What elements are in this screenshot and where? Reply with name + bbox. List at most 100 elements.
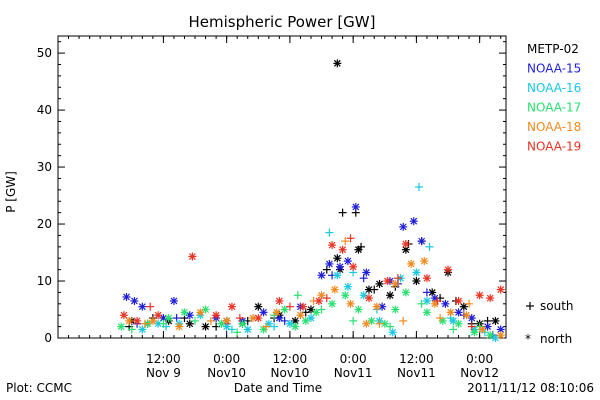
series-noaa-18-south-point [140, 319, 149, 328]
series-noaa-18-north-point [478, 325, 487, 334]
series-noaa-18-north-point [346, 299, 355, 308]
series-noaa-19-north-point [133, 316, 142, 325]
series-noaa-18-north-point [296, 311, 305, 320]
series-noaa-17-north-point [117, 322, 126, 331]
x-tick-label-time: 12:00 [399, 352, 434, 366]
series-noaa-16-north-point [359, 291, 368, 300]
series-noaa-17-south-point [191, 316, 200, 325]
series-noaa-19-north-point [422, 274, 431, 283]
x-tick-label-date: Nov 9 [146, 366, 181, 380]
series-noaa-15-north-point [138, 302, 147, 311]
series-noaa-19-south-point [393, 274, 402, 283]
y-tick-label: 0 [44, 331, 52, 345]
series-noaa-17-north-point [217, 319, 226, 328]
series-noaa-17-north-point [301, 316, 310, 325]
series-noaa-19-north-point [401, 239, 410, 248]
series-noaa-19-north-point [454, 296, 463, 305]
legend-entry-noaa-15: NOAA-15 [527, 62, 581, 76]
x-tick-label-date: Nov11 [397, 366, 436, 380]
legend: METP-02 NOAA-15 NOAA-16 NOAA-17 NOAA-18 NOAA-… [525, 42, 581, 346]
series-metp-02-south-point [357, 242, 366, 251]
series-noaa-19-north-point [119, 311, 128, 320]
series-noaa-19-south-point [322, 294, 331, 303]
series-noaa-17-south-point [233, 328, 242, 337]
series-noaa-17-north-point [238, 319, 247, 328]
series-noaa-15-north-point [441, 299, 450, 308]
series-noaa-18-south-point [399, 316, 408, 325]
series-noaa-15-north-point [325, 259, 334, 268]
series-noaa-17-north-point [341, 291, 350, 300]
series-metp-02-north-point [386, 291, 395, 300]
series-noaa-16-north-point [138, 325, 147, 334]
footer-timestamp: 2011/11/12 08:10:06 [467, 381, 594, 395]
series-noaa-15-north-point [417, 237, 426, 246]
series-noaa-16-north-point [306, 314, 315, 323]
data-points [117, 59, 505, 342]
series-noaa-19-north-point [349, 262, 358, 271]
series-noaa-15-north-point [185, 311, 194, 320]
series-noaa-19-north-point [383, 277, 392, 286]
series-noaa-18-north-point [272, 308, 281, 317]
series-noaa-17-north-point [486, 331, 495, 340]
series-noaa-15-north-point [343, 257, 352, 266]
series-noaa-19-south-point [146, 302, 155, 311]
series-noaa-19-north-point [328, 241, 337, 250]
series-noaa-18-north-point [125, 316, 134, 325]
y-tick-label: 50 [37, 46, 52, 60]
series-noaa-17-north-point [422, 308, 431, 317]
series-noaa-16-south-point [270, 322, 279, 331]
legend-south-marker [526, 302, 534, 310]
x-tick-label-date: Nov12 [460, 366, 499, 380]
series-noaa-18-south-point [341, 237, 350, 246]
series-noaa-17-north-point [291, 322, 300, 331]
series-noaa-15-north-point [409, 217, 418, 226]
series-noaa-19-north-point [254, 314, 263, 323]
x-tick-label-time: 0:00 [466, 352, 493, 366]
legend-north-marker: * [525, 332, 531, 346]
series-noaa-18-north-point [362, 319, 371, 328]
series-noaa-19-north-point [496, 285, 505, 294]
x-tick-label-time: 12:00 [273, 352, 308, 366]
series-metp-02-north-point [412, 277, 421, 286]
series-noaa-17-north-point [312, 308, 321, 317]
series-noaa-17-north-point [180, 308, 189, 317]
series-noaa-15-north-point [317, 271, 326, 280]
y-tick-label: 20 [37, 217, 52, 231]
series-noaa-19-south-point [467, 322, 476, 331]
series-noaa-18-north-point [407, 259, 416, 268]
footer-plot-credit: Plot: CCMC [6, 381, 72, 395]
series-metp-02-north-point [459, 302, 468, 311]
series-noaa-19-north-point [299, 302, 308, 311]
series-noaa-19-north-point [364, 294, 373, 303]
x-tick-label-time: 0:00 [340, 352, 367, 366]
series-metp-02-south-point [338, 208, 347, 217]
series-noaa-16-south-point [425, 242, 434, 251]
series-noaa-15-north-point [399, 222, 408, 231]
x-axis-label: Date and Time [234, 381, 322, 395]
series-noaa-15-north-point [122, 292, 131, 301]
series-noaa-19-north-point [475, 291, 484, 300]
x-tick-label-date: Nov10 [207, 366, 246, 380]
series-noaa-17-south-point [127, 325, 136, 334]
series-noaa-16-south-point [415, 183, 424, 191]
series-noaa-19-north-point [275, 296, 284, 305]
series-noaa-17-north-point [391, 305, 400, 314]
series-noaa-16-north-point [388, 328, 397, 337]
y-tick-label: 40 [37, 103, 52, 117]
series-metp-02-north-point [364, 285, 373, 294]
series-metp-02-north-point [254, 302, 263, 311]
series-noaa-17-north-point [354, 305, 363, 314]
y-axis-label: P [GW] [4, 171, 18, 213]
legend-entry-noaa-18: NOAA-18 [527, 120, 581, 134]
series-noaa-19-north-point [314, 296, 323, 305]
legend-entry-noaa-16: NOAA-16 [527, 81, 581, 95]
series-noaa-19-north-point [212, 311, 221, 320]
series-noaa-18-north-point [496, 331, 505, 340]
series-noaa-17-north-point [201, 305, 210, 314]
series-noaa-16-north-point [412, 268, 421, 277]
legend-entry-noaa-19: NOAA-19 [527, 140, 581, 154]
series-noaa-18-north-point [175, 322, 184, 331]
series-noaa-15-north-point [496, 325, 505, 334]
legend-south-label: south [540, 299, 574, 313]
